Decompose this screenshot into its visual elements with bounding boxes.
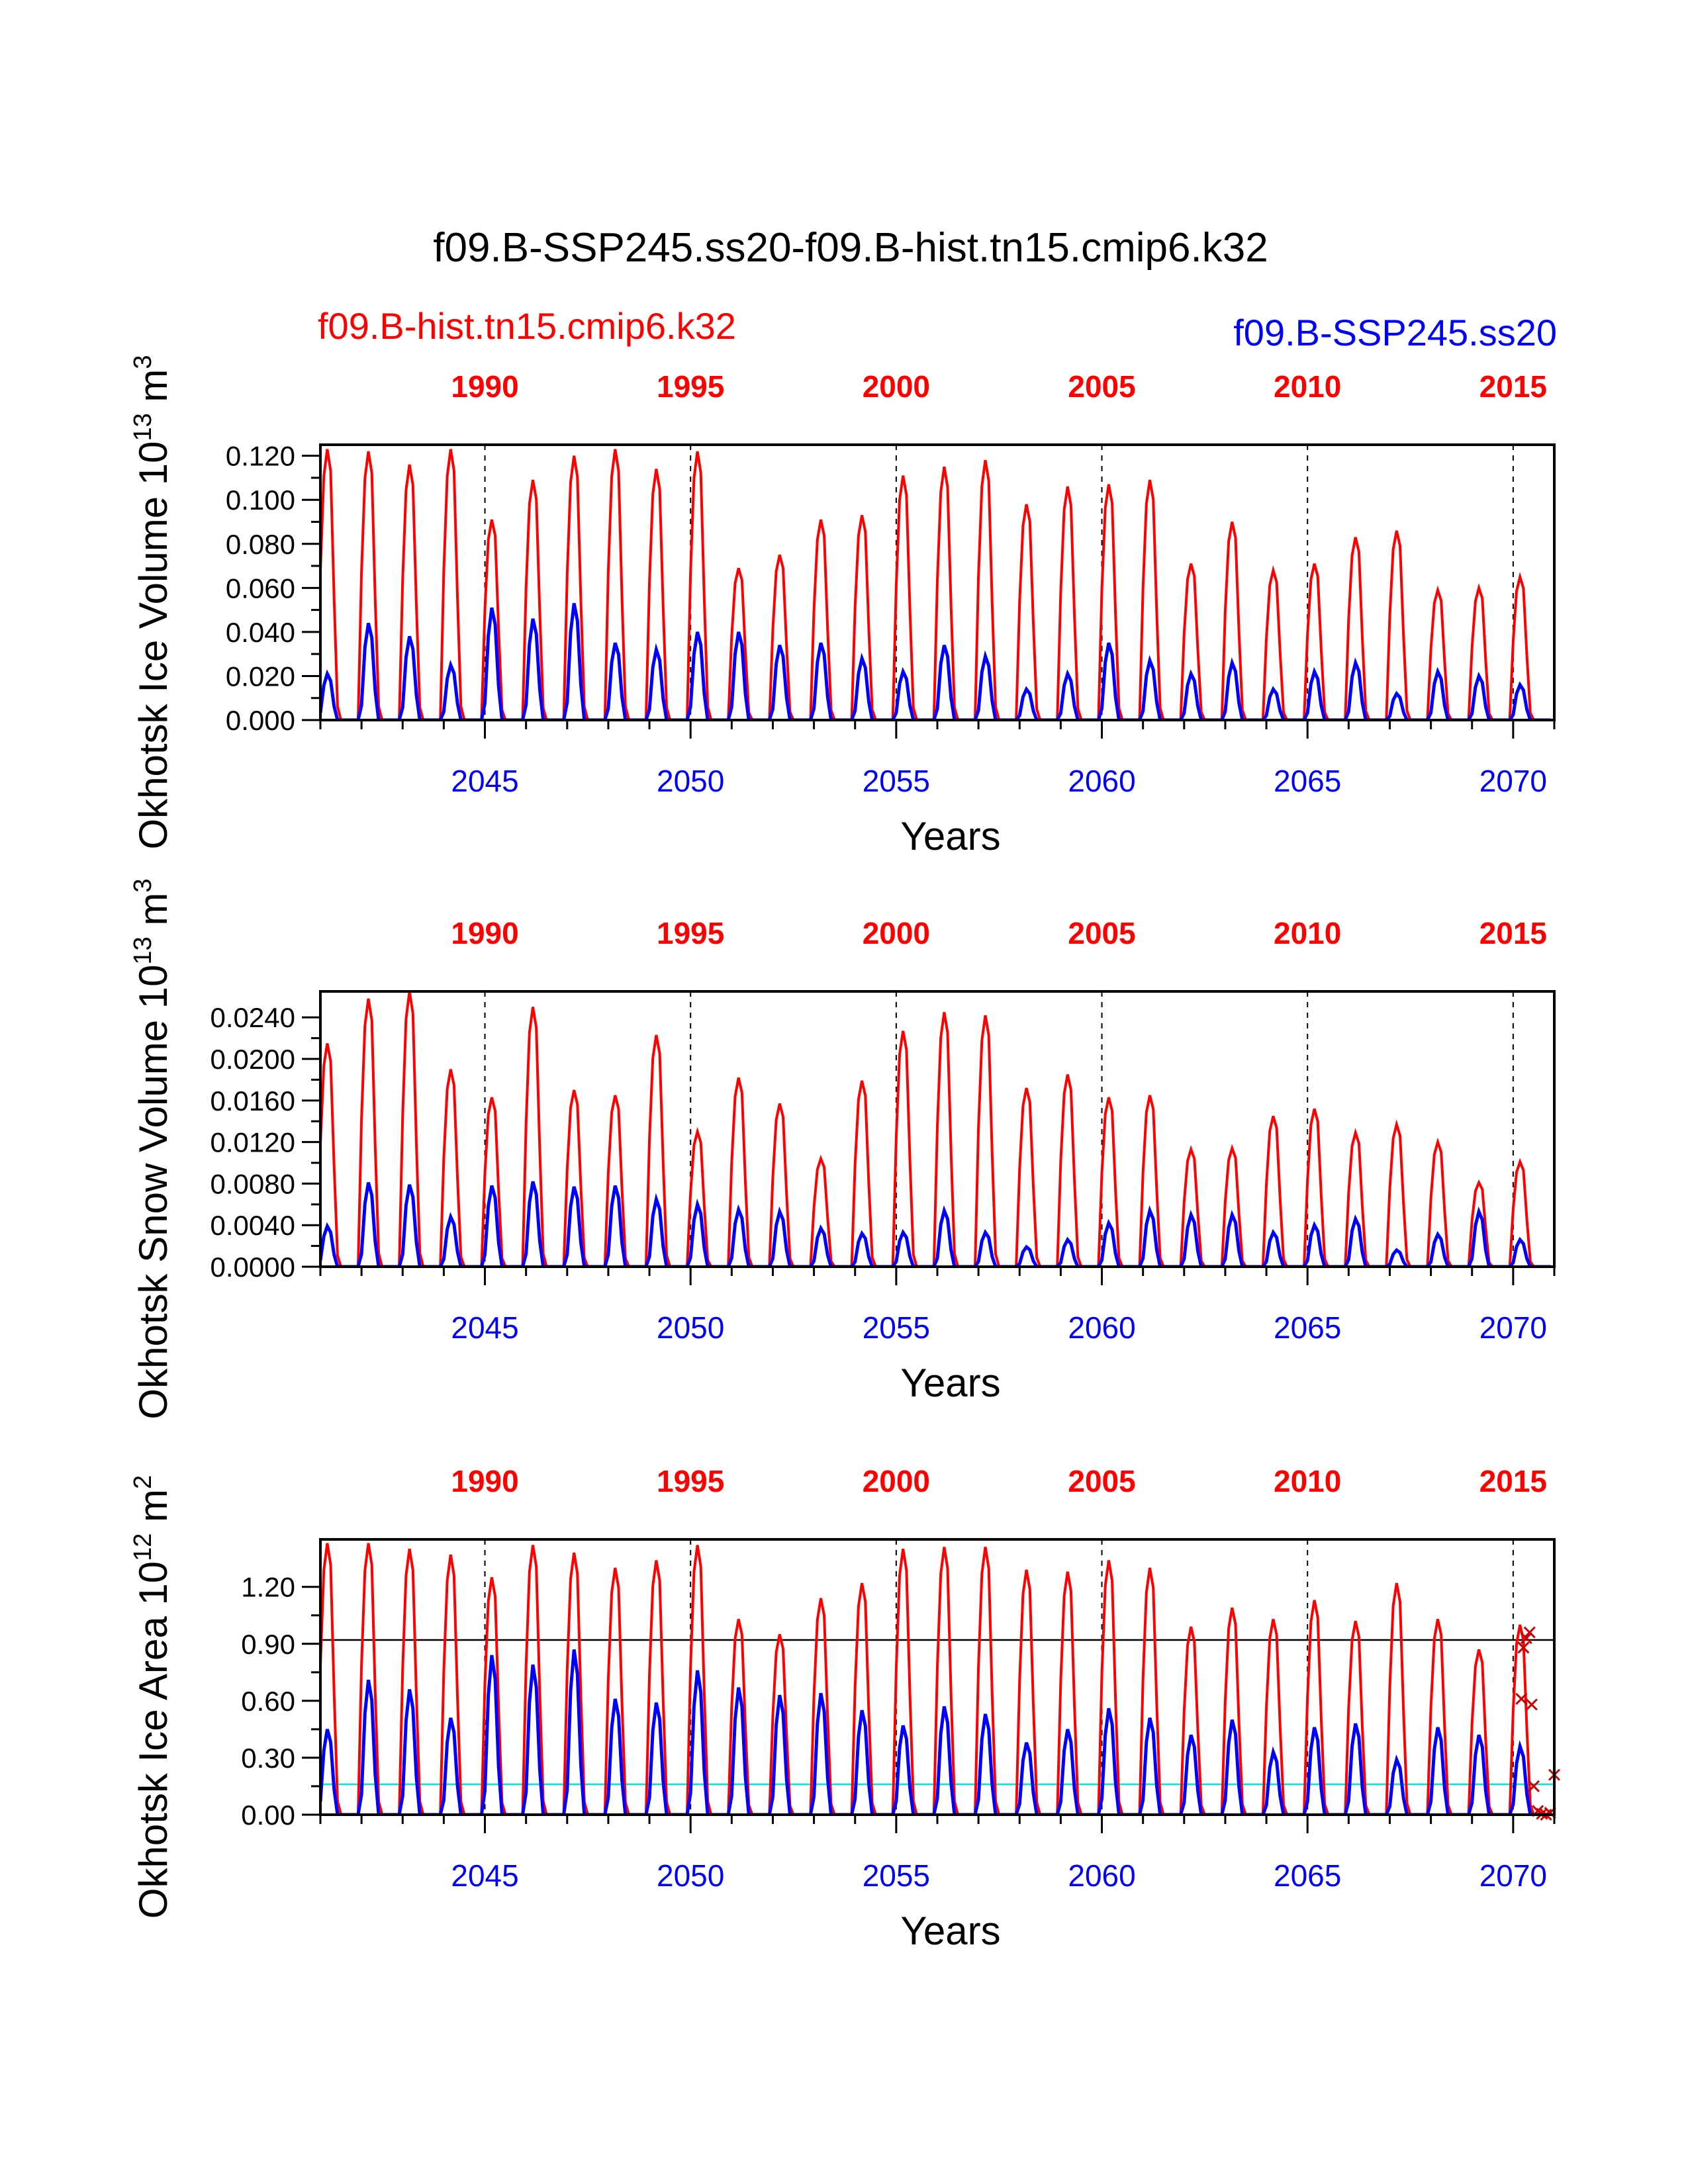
x-tick-label: 2055 — [863, 764, 930, 798]
y-tick-label: 0.0040 — [211, 1210, 295, 1241]
panel-snow-volume: 0.0000 0.0040 0.0080 0.0120 0.0160 0.0200 0.02… — [129, 878, 1556, 1420]
x-tick-label: 2065 — [1274, 1310, 1341, 1345]
y-tick-label: 0.0000 — [211, 1251, 295, 1283]
y-axis-label: Okhotsk Ice Area 1012 m2 — [129, 1475, 175, 1919]
top-tick-label: 1990 — [451, 369, 518, 404]
top-tick-label: 2010 — [1274, 916, 1341, 950]
marker-x — [1525, 1698, 1538, 1711]
y-tick-label: 0.120 — [226, 441, 295, 472]
top-tick-label: 2010 — [1274, 1464, 1341, 1498]
x-tick-label: 2050 — [657, 1858, 724, 1893]
y-tick-label: 0.90 — [241, 1629, 295, 1660]
y-tick-label: 0.100 — [226, 484, 295, 516]
top-tick-label: 2010 — [1274, 369, 1341, 404]
y-axis-label: Okhotsk Ice Volume 1013 m3 — [129, 355, 175, 849]
series-hist-line — [320, 991, 1551, 1267]
x-axis-label: Years — [900, 1361, 1000, 1405]
marker-x — [1515, 1692, 1528, 1706]
series-ssp-line — [320, 603, 1551, 720]
figure-title: f09.B-SSP245.ss20-f09.B-hist.tn15.cmip6.… — [433, 225, 1268, 271]
marker-x — [1523, 1626, 1536, 1639]
y-axis-label: Okhotsk Snow Volume 1013 m3 — [129, 878, 175, 1419]
x-tick-label: 2055 — [863, 1858, 930, 1893]
y-tick-label: 0.0200 — [211, 1044, 295, 1075]
series-hist-line — [320, 1543, 1551, 1815]
top-tick-label: 2000 — [863, 369, 930, 404]
x-tick-label: 2070 — [1479, 764, 1547, 798]
y-tick-label: 0.060 — [226, 572, 295, 604]
x-tick-label: 2045 — [451, 1858, 518, 1893]
y-tick-label: 1.20 — [241, 1572, 295, 1603]
top-tick-label: 2005 — [1068, 916, 1135, 950]
panel-ice-area: 0.00 0.30 0.60 0.90 1.20 2045 2050 2055 2060 2065… — [129, 1464, 1561, 1953]
x-tick-label: 2055 — [863, 1310, 930, 1345]
y-tick-label: 0.020 — [226, 660, 295, 692]
panel-ice-volume: 0.000 0.020 0.040 0.060 0.080 0.100 0.120 2045 2… — [129, 355, 1556, 858]
top-tick-label: 1995 — [657, 1464, 724, 1498]
top-tick-label: 1995 — [657, 916, 724, 950]
x-axis-label: Years — [900, 1909, 1000, 1953]
top-tick-label: 1995 — [657, 369, 724, 404]
y-tick-label: 0.60 — [241, 1686, 295, 1717]
y-tick-label: 0.0120 — [211, 1127, 295, 1158]
top-tick-label: 1990 — [451, 1464, 518, 1498]
top-tick-label: 1990 — [451, 916, 518, 950]
x-tick-label: 2060 — [1068, 1858, 1135, 1893]
marker-x — [1527, 1780, 1540, 1793]
x-tick-label: 2065 — [1274, 764, 1341, 798]
x-tick-label: 2045 — [451, 1310, 518, 1345]
x-axis-label: Years — [900, 814, 1000, 858]
series-ssp-line — [320, 1649, 1551, 1815]
top-tick-label: 2005 — [1068, 1464, 1135, 1498]
legend-hist-label: f09.B-hist.tn15.cmip6.k32 — [318, 305, 736, 347]
x-tick-label: 2050 — [657, 764, 724, 798]
x-tick-label: 2060 — [1068, 764, 1135, 798]
marker-x — [1520, 1632, 1532, 1645]
top-tick-label: 2015 — [1479, 1464, 1547, 1498]
marker-x — [1517, 1641, 1530, 1654]
legend-ssp-label: f09.B-SSP245.ss20 — [1233, 312, 1557, 353]
y-tick-label: 0.000 — [226, 705, 295, 736]
y-tick-label: 0.30 — [241, 1743, 295, 1774]
y-tick-label: 0.0080 — [211, 1168, 295, 1199]
x-tick-label: 2060 — [1068, 1310, 1135, 1345]
top-tick-label: 2015 — [1479, 369, 1547, 404]
x-tick-label: 2050 — [657, 1310, 724, 1345]
x-tick-label: 2045 — [451, 764, 518, 798]
y-tick-label: 0.080 — [226, 529, 295, 560]
top-tick-label: 2000 — [863, 1464, 930, 1498]
top-tick-label: 2000 — [863, 916, 930, 950]
y-tick-label: 0.00 — [241, 1799, 295, 1831]
top-tick-label: 2005 — [1068, 369, 1135, 404]
x-tick-label: 2070 — [1479, 1858, 1547, 1893]
x-tick-label: 2065 — [1274, 1858, 1341, 1893]
series-hist-line — [320, 449, 1551, 720]
y-tick-label: 0.0160 — [211, 1085, 295, 1116]
top-tick-label: 2015 — [1479, 916, 1547, 950]
y-tick-label: 0.040 — [226, 617, 295, 648]
x-tick-label: 2070 — [1479, 1310, 1547, 1345]
y-tick-label: 0.0240 — [211, 1002, 295, 1033]
